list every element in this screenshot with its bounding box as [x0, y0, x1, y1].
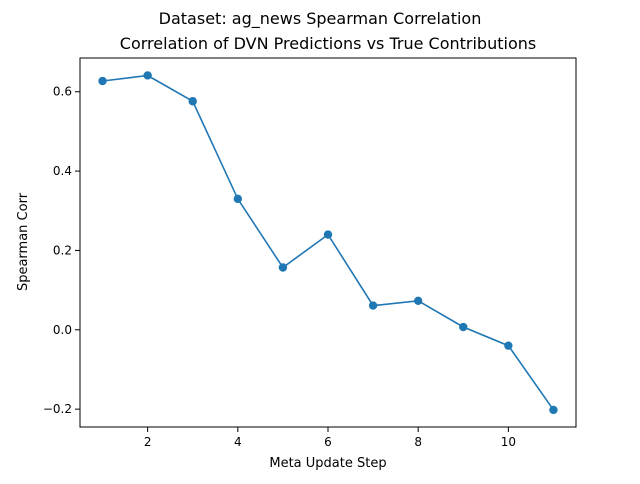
data-point: [143, 71, 152, 80]
data-point: [323, 230, 333, 239]
y-tick-label: 0.2: [53, 243, 72, 257]
data-point: [278, 263, 288, 272]
figure-suptitle: Dataset: ag_news Spearman Correlation: [159, 9, 482, 29]
x-axis-label: Meta Update Step: [269, 456, 386, 471]
data-point: [413, 296, 423, 306]
y-tick-label: −0.2: [43, 402, 72, 416]
axes-frame: [79, 57, 577, 428]
y-tick-label: 0.6: [53, 85, 72, 99]
y-tick-label: 0.0: [53, 323, 72, 337]
plot-area: [98, 71, 558, 415]
x-tick-label: 6: [324, 435, 332, 449]
data-point: [549, 405, 558, 415]
series-line: [102, 74, 555, 411]
data-point: [233, 194, 243, 204]
x-tick-label: 4: [234, 435, 242, 449]
data-point: [188, 97, 197, 106]
data-point: [368, 301, 378, 310]
data-point: [504, 341, 513, 350]
data-point: [98, 76, 107, 86]
y-tick-label: 0.4: [53, 164, 72, 178]
x-tick-label: 10: [501, 435, 516, 449]
y-axis: −0.2 0.0 0.2 0.4 0.6: [43, 85, 80, 416]
x-tick-label: 8: [414, 435, 422, 449]
data-point: [459, 322, 468, 332]
chart-title: Correlation of DVN Predictions vs True C…: [120, 34, 536, 53]
x-axis: 2 4 6 8 10: [144, 427, 516, 449]
y-axis-label: Spearman Corr: [16, 192, 31, 291]
x-tick-label: 2: [144, 435, 152, 449]
